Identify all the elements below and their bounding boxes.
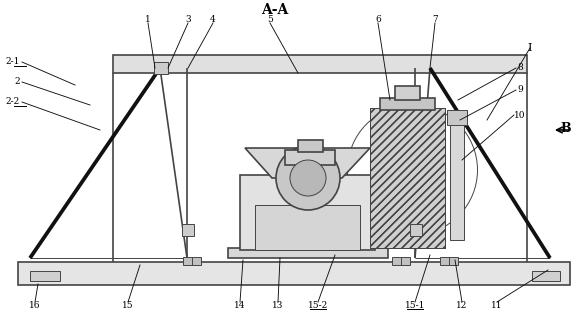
Circle shape — [276, 146, 340, 210]
Text: 6: 6 — [375, 16, 381, 25]
Bar — [440, 257, 458, 265]
Text: 10: 10 — [515, 110, 526, 120]
Text: 5: 5 — [267, 16, 273, 25]
Bar — [380, 98, 435, 110]
Text: 7: 7 — [432, 16, 438, 25]
Bar — [182, 224, 194, 236]
Polygon shape — [245, 148, 370, 178]
Bar — [392, 257, 410, 265]
Bar — [395, 86, 420, 100]
Bar — [450, 120, 464, 240]
Text: 15-2: 15-2 — [308, 300, 328, 309]
Bar — [370, 108, 445, 248]
Text: 9: 9 — [517, 85, 523, 94]
Bar — [370, 108, 445, 248]
Bar — [228, 248, 388, 258]
Text: 8: 8 — [517, 63, 523, 72]
Bar — [183, 257, 201, 265]
Bar — [18, 262, 570, 285]
Text: 2-2: 2-2 — [6, 98, 20, 107]
Bar — [113, 55, 527, 73]
Text: 4: 4 — [210, 16, 216, 25]
Text: 2-1: 2-1 — [6, 57, 20, 66]
Circle shape — [290, 160, 326, 196]
Text: 1: 1 — [145, 16, 151, 25]
Bar — [298, 140, 323, 152]
Bar — [410, 224, 422, 236]
Text: 14: 14 — [234, 300, 246, 309]
Bar — [532, 271, 560, 281]
Bar — [255, 205, 360, 250]
Text: I: I — [528, 43, 532, 53]
Text: 2: 2 — [15, 78, 20, 86]
Text: 15: 15 — [122, 300, 134, 309]
Text: 15-1: 15-1 — [405, 300, 425, 309]
Bar — [30, 271, 60, 281]
Text: B: B — [560, 122, 571, 135]
Text: 13: 13 — [272, 300, 284, 309]
Bar — [154, 62, 168, 74]
Bar — [240, 175, 375, 250]
Text: A-A: A-A — [261, 3, 289, 17]
Text: 11: 11 — [491, 300, 503, 309]
Bar — [447, 110, 467, 125]
Text: 3: 3 — [185, 16, 191, 25]
Bar — [285, 150, 335, 165]
Text: 16: 16 — [29, 300, 41, 309]
Text: 12: 12 — [456, 300, 468, 309]
